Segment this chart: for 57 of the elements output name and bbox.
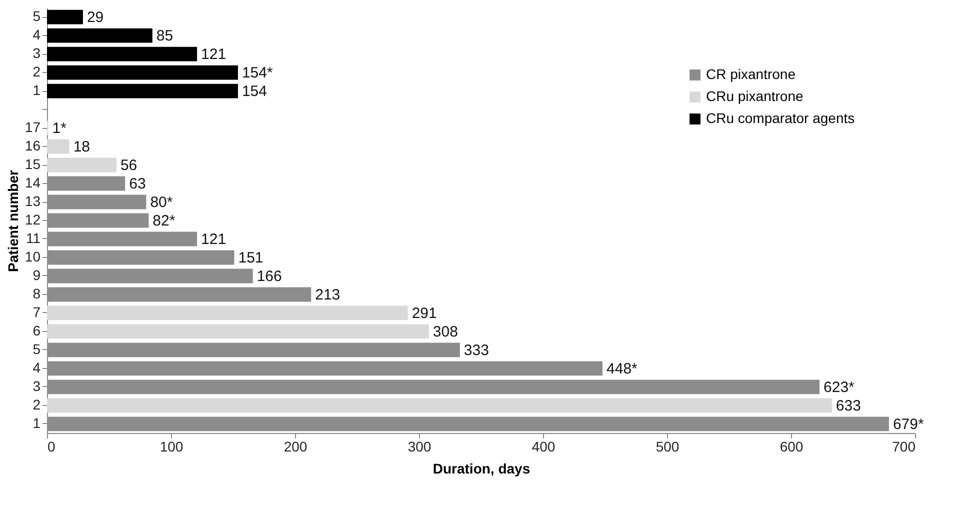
x-tick-label: 500	[656, 438, 680, 454]
y-tick-label: 6	[32, 322, 41, 338]
x-tick-label: 100	[160, 438, 184, 454]
text: 1*	[52, 120, 66, 138]
text: 291	[412, 304, 437, 322]
y-tick-label: 4	[32, 359, 41, 376]
x-tick-label: 0	[48, 438, 56, 454]
text: 82*	[152, 212, 176, 230]
text: 679*	[892, 416, 924, 433]
legend-label: CRu comparator agents	[706, 110, 855, 126]
text: 166	[256, 268, 282, 285]
text: 85	[156, 28, 174, 45]
y-tick-label: 15	[24, 156, 41, 172]
legend-label: CRu pixantrone	[706, 88, 804, 104]
text: 448*	[606, 360, 638, 378]
y-tick-label: 8	[32, 285, 41, 302]
text: 56	[120, 157, 138, 174]
y-tick-label: 16	[24, 138, 41, 154]
y-tick-label: 5	[32, 8, 41, 24]
y-tick-label: 14	[24, 174, 41, 191]
text: 633	[836, 397, 861, 414]
text: 213	[315, 286, 340, 304]
y-tick-label: 5	[32, 340, 41, 357]
y-axis-title: Patient number	[4, 170, 21, 272]
y-tick-label: 3	[32, 45, 41, 62]
y-tick-label: 7	[32, 304, 41, 320]
text: 151	[238, 249, 264, 266]
y-tick-label: 4	[32, 26, 41, 43]
x-axis-title: Duration, days	[432, 460, 530, 476]
x-tick-label: 200	[284, 438, 308, 454]
text: 29	[86, 9, 104, 26]
y-tick-label: 2	[32, 396, 41, 412]
text: 333	[464, 342, 489, 359]
x-tick-label: 400	[532, 438, 556, 454]
text: 18	[73, 138, 90, 156]
text: 308	[432, 323, 458, 340]
text: 63	[129, 176, 146, 193]
y-tick-label: 12	[24, 212, 41, 228]
y-tick-label: 3	[32, 378, 41, 394]
y-tick-label: 1	[32, 82, 41, 98]
x-tick-label: 600	[780, 438, 804, 454]
legend-label: CR pixantrone	[706, 66, 796, 82]
text: 154*	[242, 64, 273, 82]
text: 623*	[824, 378, 854, 396]
text: 154	[242, 83, 267, 100]
y-tick-label: 13	[24, 193, 41, 210]
x-tick-label: 300	[408, 438, 432, 454]
y-tick-label: 10	[24, 248, 41, 264]
y-tick-label: 11	[26, 230, 41, 246]
text: 80*	[150, 194, 173, 212]
x-tick-label: 700	[892, 438, 916, 454]
y-tick-label: 17	[24, 119, 41, 136]
text: 121	[201, 46, 226, 64]
y-tick-label: 2	[32, 64, 41, 80]
y-tick-label: 1	[32, 414, 41, 431]
text: 121	[201, 230, 226, 248]
y-tick-label: 9	[32, 266, 41, 283]
